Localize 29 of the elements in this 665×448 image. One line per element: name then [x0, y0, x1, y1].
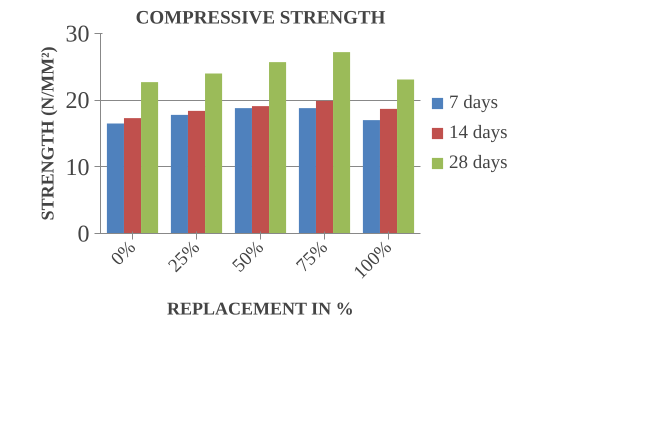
bar — [106, 124, 124, 234]
bar — [298, 108, 316, 234]
y-tick-label: 10 — [66, 154, 90, 181]
bar — [188, 110, 206, 234]
bar — [234, 108, 252, 234]
bar — [316, 100, 334, 234]
bar — [205, 74, 222, 234]
x-tick-label: 25% — [164, 236, 204, 277]
x-tick-label: 50% — [228, 236, 268, 277]
chart-title: COMPRESSIVE STRENGTH — [136, 8, 386, 28]
legend-label: 7 days — [449, 92, 498, 114]
legend-label: 14 days — [449, 122, 508, 144]
y-tick-label: 30 — [66, 22, 90, 48]
x-tick-label: 75% — [292, 236, 332, 277]
bar — [170, 114, 188, 234]
x-axis-title: REPLACEMENT IN % — [166, 298, 354, 319]
y-tick-label: 0 — [78, 222, 90, 248]
y-axis-title: STRENGTH (N/MM²) — [38, 46, 58, 220]
bar — [124, 118, 142, 234]
bar — [269, 62, 286, 234]
bar — [252, 106, 270, 234]
legend-label: 28 days — [449, 152, 508, 174]
y-tick-label: 20 — [66, 88, 90, 114]
bar — [380, 108, 398, 234]
bar — [362, 120, 380, 234]
bar — [141, 82, 158, 234]
bar — [333, 52, 350, 234]
bar — [397, 80, 414, 234]
x-tick-label: 0% — [107, 236, 140, 270]
